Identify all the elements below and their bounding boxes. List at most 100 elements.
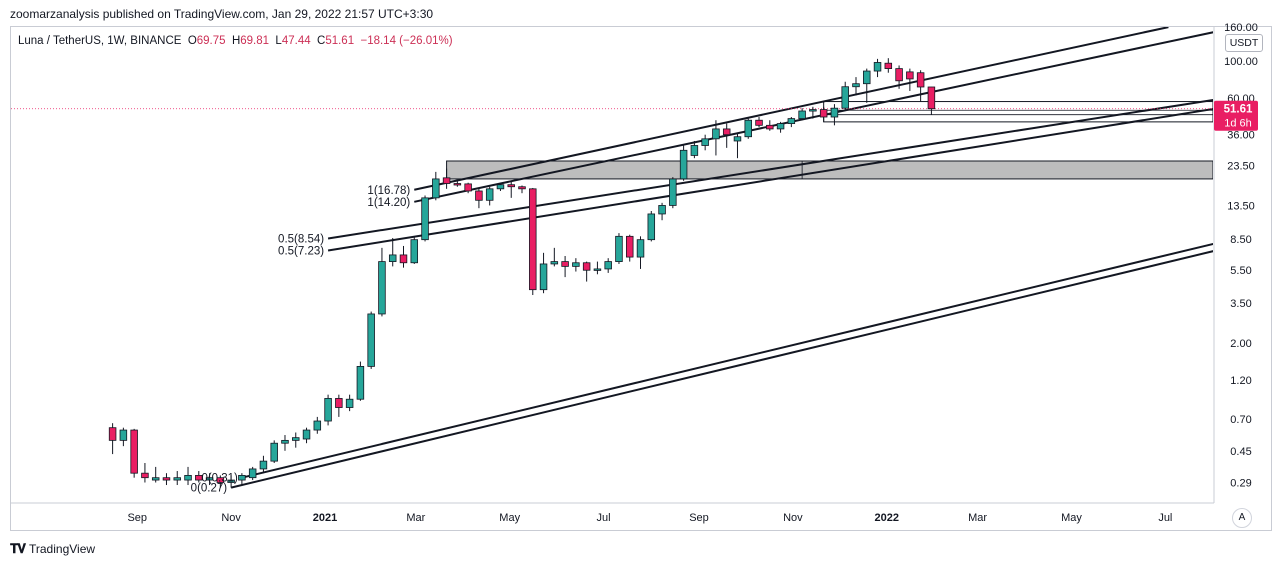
candle-body [130, 429, 138, 474]
candle-38 [518, 185, 526, 194]
candle-body [927, 86, 936, 110]
candle-body [787, 118, 796, 124]
candle-body [496, 184, 505, 190]
candle-body [151, 477, 160, 481]
candle-12 [238, 473, 246, 486]
channel-line-4 [414, 31, 1213, 203]
candle-body [432, 178, 440, 199]
y-tick-label-3: 36.00 [1227, 130, 1255, 142]
candle-35 [485, 186, 494, 206]
candle-36 [496, 182, 505, 191]
x-tick-label-4: May [499, 512, 520, 524]
candle-19 [313, 416, 322, 434]
candle-body [302, 429, 311, 440]
candle-23 [356, 361, 365, 401]
candle-body [841, 86, 849, 109]
candle-6 [173, 471, 181, 486]
candle-62 [776, 121, 785, 133]
candle-0 [108, 423, 117, 455]
candle-body [550, 261, 559, 265]
auto-scale-button[interactable]: A [1232, 508, 1252, 528]
candle-body [690, 145, 699, 156]
candle-body [442, 177, 451, 184]
y-tick-label-11: 0.70 [1230, 414, 1251, 426]
y-tick-label-4: 23.50 [1227, 160, 1255, 172]
candle-body [464, 183, 472, 192]
candle-48 [626, 234, 634, 262]
fib-label-5: 0(0.27) [191, 483, 228, 495]
candle-body [507, 184, 515, 188]
candle-body [421, 197, 429, 241]
candle-7 [184, 466, 192, 486]
footer-brand[interactable]: 𝐓𝐕 TradingView [10, 541, 95, 557]
candle-body [205, 477, 214, 481]
x-tick-label-9: Mar [968, 512, 987, 524]
channel-line-2 [327, 108, 1213, 252]
candle-30 [432, 171, 440, 201]
candle-20 [324, 394, 332, 426]
chart-frame[interactable] [10, 26, 1272, 531]
candle-body [184, 474, 192, 481]
candle-body [572, 262, 580, 267]
x-tick-label-8: 2022 [875, 512, 899, 524]
candle-27 [399, 245, 408, 268]
legend-open: 69.75 [196, 35, 226, 47]
candle-body [195, 474, 203, 481]
candle-44 [582, 261, 591, 282]
legend-high: 69.81 [240, 35, 270, 47]
x-tick-label-5: Jul [597, 512, 611, 524]
candle-75 [916, 70, 925, 102]
unit-button[interactable]: USDT [1225, 34, 1263, 52]
candle-body [626, 235, 634, 258]
candle-74 [906, 68, 914, 91]
candle-11 [227, 475, 235, 488]
price-tag-value: 51.61 [1224, 104, 1253, 116]
candle-54 [690, 140, 699, 159]
candle-body [755, 119, 763, 126]
candle-body [873, 62, 882, 72]
candle-47 [615, 233, 623, 264]
legend-close: 51.61 [325, 35, 355, 47]
x-tick-label-11: Jul [1158, 512, 1172, 524]
footer-brand-text: TradingView [29, 542, 96, 556]
candle-43 [572, 258, 580, 272]
candle-46 [604, 258, 612, 273]
candle-16 [281, 435, 289, 451]
candle-body [410, 239, 419, 264]
candle-70 [863, 68, 871, 103]
candle-body [292, 437, 300, 441]
candle-71 [873, 58, 882, 78]
candle-body [830, 107, 839, 118]
candle-body [766, 124, 774, 130]
candle-34 [475, 187, 483, 209]
candle-body [399, 254, 408, 264]
candle-28 [410, 236, 419, 264]
candle-67 [830, 104, 839, 126]
channel-lines-layer [11, 27, 1213, 489]
y-tick-label-5: 13.50 [1227, 200, 1255, 212]
candle-50 [647, 211, 656, 242]
candle-26 [388, 237, 397, 267]
candle-69 [852, 77, 860, 96]
candle-24 [367, 311, 375, 369]
candle-body [259, 460, 268, 470]
candle-body [345, 398, 354, 408]
candle-51 [658, 202, 666, 221]
candle-body [367, 313, 375, 367]
candle-52 [669, 177, 677, 209]
candle-body [604, 261, 612, 270]
candle-31 [442, 168, 451, 189]
candle-body [238, 474, 246, 481]
channel-line-0 [230, 250, 1213, 489]
candle-22 [345, 394, 354, 412]
channel-line-1 [241, 242, 1213, 479]
y-tick-label-1: 100.00 [1224, 56, 1258, 68]
x-tick-label-3: Mar [406, 512, 425, 524]
fib-labels-layer: 1(16.78)1(14.20) 0.5(8.54)0.5(7.23) 0(0.31… [191, 185, 411, 495]
candle-15 [270, 440, 278, 464]
price-tag-countdown: 1d 6h [1224, 118, 1252, 130]
candle-body [378, 261, 386, 315]
candle-body [561, 261, 569, 267]
candle-2 [130, 428, 138, 478]
